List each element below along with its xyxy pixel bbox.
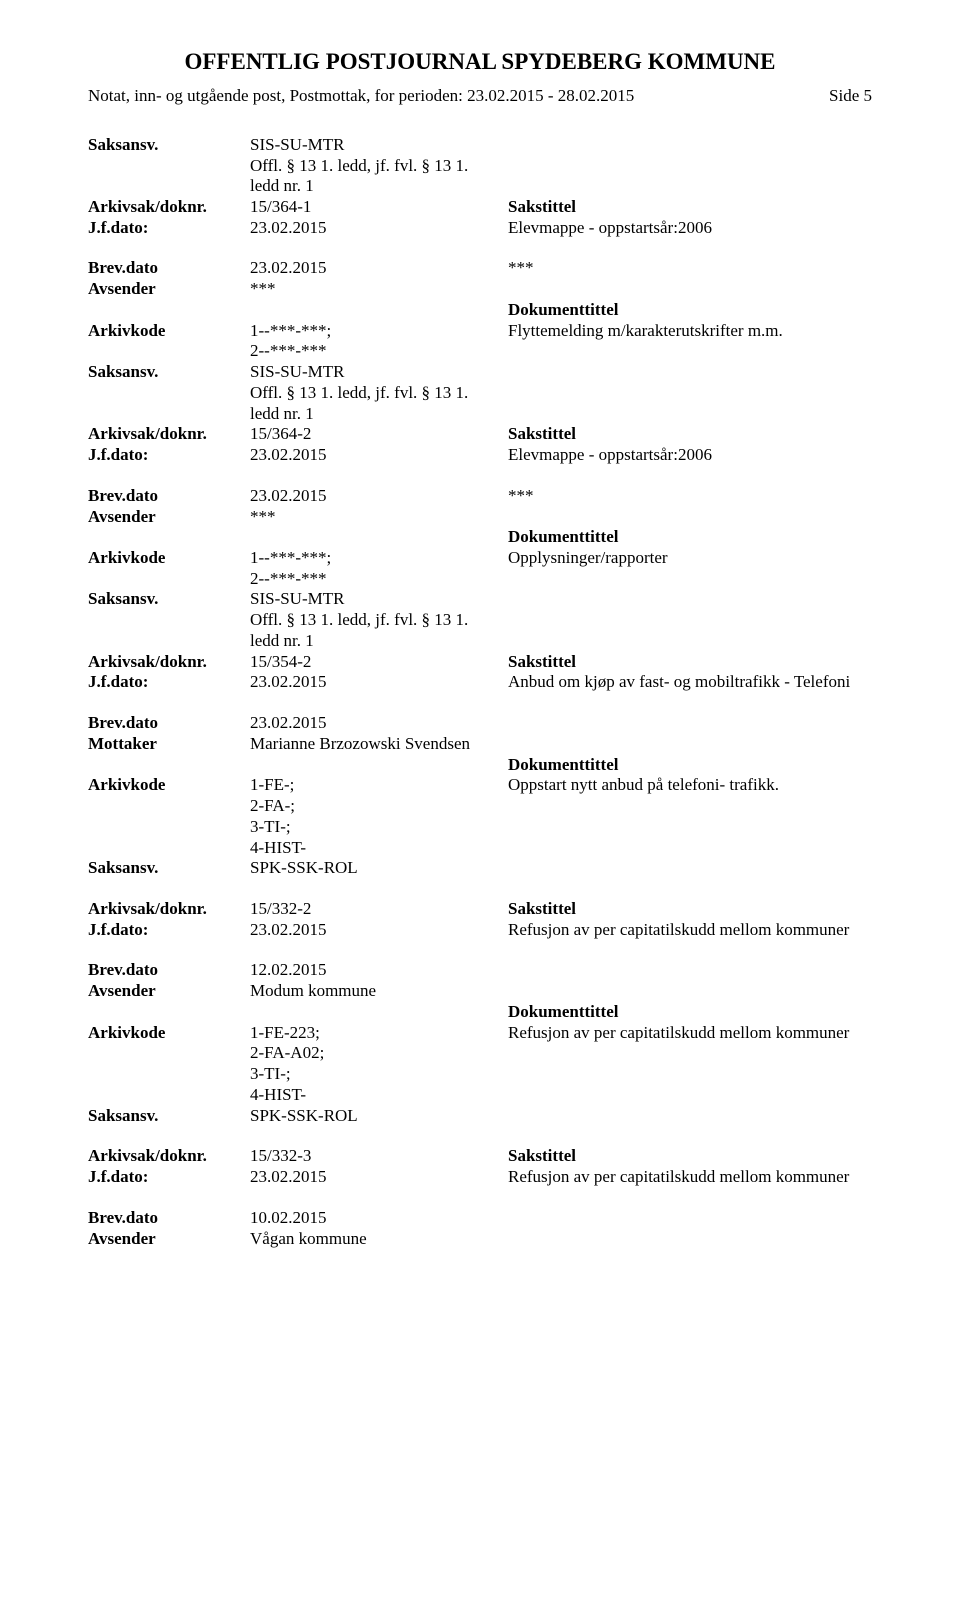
value-brevdato: 23.02.2015 bbox=[250, 258, 508, 279]
label-jfdato: J.f.dato: bbox=[88, 672, 250, 693]
label-brevdato: Brev.dato bbox=[88, 258, 250, 279]
value-saksansv: SPK-SSK-ROL bbox=[250, 858, 508, 879]
label-arkivkode: Arkivkode bbox=[88, 1023, 250, 1044]
record-block: Brev.dato 23.02.2015 Mottaker Marianne B… bbox=[88, 713, 872, 879]
label-saksansv: Saksansv. bbox=[88, 1106, 250, 1127]
value-saksansv: SPK-SSK-ROL bbox=[250, 1106, 508, 1127]
record-block: Brev.dato 23.02.2015 *** Avsender *** Do… bbox=[88, 258, 872, 465]
value-arkivkode: 1--***-***; 2--***-*** bbox=[250, 321, 508, 362]
label-avsender: Avsender bbox=[88, 507, 250, 528]
value-jfdato: 23.02.2015 bbox=[250, 672, 508, 693]
label-mottaker: Mottaker bbox=[88, 734, 250, 755]
value-brevdato: 23.02.2015 bbox=[250, 486, 508, 507]
label-arkivkode: Arkivkode bbox=[88, 775, 250, 796]
value-saksansv: SIS-SU-MTR Offl. § 13 1. ledd, jf. fvl. … bbox=[250, 589, 508, 651]
value-arkivkode-right: Oppstart nytt anbud på telefoni- trafikk… bbox=[508, 775, 872, 796]
page-number: Side 5 bbox=[829, 86, 872, 107]
label-dokumenttittel: Dokumenttittel bbox=[508, 300, 872, 321]
page-title: OFFENTLIG POSTJOURNAL SPYDEBERG KOMMUNE bbox=[88, 48, 872, 76]
label-jfdato: J.f.dato: bbox=[88, 445, 250, 466]
value-arkivkode-right: Flyttemelding m/karakterutskrifter m.m. bbox=[508, 321, 872, 342]
label-avsender: Avsender bbox=[88, 279, 250, 300]
label-avsender: Avsender bbox=[88, 1229, 250, 1250]
value-brevdato-right: *** bbox=[508, 486, 872, 507]
page-subhead: Notat, inn- og utgående post, Postmottak… bbox=[88, 86, 634, 107]
value-arkivkode: 1-FE-; 2-FA-; 3-TI-; 4-HIST- bbox=[250, 775, 508, 858]
value-brevdato-right: *** bbox=[508, 258, 872, 279]
label-brevdato: Brev.dato bbox=[88, 1208, 250, 1229]
value-arkivsak: 15/354-2 bbox=[250, 652, 508, 673]
label-saksansv: Saksansv. bbox=[88, 858, 250, 879]
label-arkivkode: Arkivkode bbox=[88, 321, 250, 342]
value-avsender: Modum kommune bbox=[250, 981, 508, 1002]
label-avsender: Avsender bbox=[88, 981, 250, 1002]
value-brevdato: 23.02.2015 bbox=[250, 713, 508, 734]
label-sakstittel: Sakstittel bbox=[508, 899, 872, 920]
value-jfdato: 23.02.2015 bbox=[250, 445, 508, 466]
value-arkivkode-right: Opplysninger/rapporter bbox=[508, 548, 872, 569]
value-arkivkode: 1-FE-223; 2-FA-A02; 3-TI-; 4-HIST- bbox=[250, 1023, 508, 1106]
label-arkivsak: Arkivsak/doknr. bbox=[88, 197, 250, 218]
label-jfdato: J.f.dato: bbox=[88, 920, 250, 941]
value-saksansv: SIS-SU-MTR Offl. § 13 1. ledd, jf. fvl. … bbox=[250, 135, 508, 197]
value-jfdato-right: Elevmappe - oppstartsår:2006 bbox=[508, 218, 872, 239]
label-brevdato: Brev.dato bbox=[88, 960, 250, 981]
label-arkivsak: Arkivsak/doknr. bbox=[88, 899, 250, 920]
value-arkivkode: 1--***-***; 2--***-*** bbox=[250, 548, 508, 589]
value-jfdato-right: Refusjon av per capitatilskudd mellom ko… bbox=[508, 1167, 872, 1188]
label-dokumenttittel: Dokumenttittel bbox=[508, 1002, 872, 1023]
label-sakstittel: Sakstittel bbox=[508, 1146, 872, 1167]
value-avsender: *** bbox=[250, 279, 508, 300]
value-saksansv: SIS-SU-MTR Offl. § 13 1. ledd, jf. fvl. … bbox=[250, 362, 508, 424]
label-dokumenttittel: Dokumenttittel bbox=[508, 527, 872, 548]
record-block: Arkivsak/doknr. 15/332-2 Sakstittel J.f.… bbox=[88, 899, 872, 940]
label-saksansv: Saksansv. bbox=[88, 135, 250, 156]
value-arkivsak: 15/332-2 bbox=[250, 899, 508, 920]
value-jfdato: 23.02.2015 bbox=[250, 1167, 508, 1188]
label-jfdato: J.f.dato: bbox=[88, 1167, 250, 1188]
label-arkivkode: Arkivkode bbox=[88, 548, 250, 569]
record-block: Brev.dato 10.02.2015 Avsender Vågan komm… bbox=[88, 1208, 872, 1249]
value-arkivsak: 15/364-1 bbox=[250, 197, 508, 218]
label-arkivsak: Arkivsak/doknr. bbox=[88, 1146, 250, 1167]
value-jfdato: 23.02.2015 bbox=[250, 218, 508, 239]
label-brevdato: Brev.dato bbox=[88, 486, 250, 507]
value-avsender: *** bbox=[250, 507, 508, 528]
label-sakstittel: Sakstittel bbox=[508, 197, 872, 218]
label-sakstittel: Sakstittel bbox=[508, 652, 872, 673]
value-jfdato-right: Refusjon av per capitatilskudd mellom ko… bbox=[508, 920, 872, 941]
value-arkivsak: 15/364-2 bbox=[250, 424, 508, 445]
label-dokumenttittel: Dokumenttittel bbox=[508, 755, 872, 776]
value-jfdato-right: Anbud om kjøp av fast- og mobiltrafikk -… bbox=[508, 672, 872, 693]
record-block: Brev.dato 12.02.2015 Avsender Modum komm… bbox=[88, 960, 872, 1126]
record-block: Arkivsak/doknr. 15/332-3 Sakstittel J.f.… bbox=[88, 1146, 872, 1187]
label-arkivsak: Arkivsak/doknr. bbox=[88, 652, 250, 673]
page-subhead-row: Notat, inn- og utgående post, Postmottak… bbox=[88, 86, 872, 107]
label-jfdato: J.f.dato: bbox=[88, 218, 250, 239]
label-sakstittel: Sakstittel bbox=[508, 424, 872, 445]
value-arkivkode-right: Refusjon av per capitatilskudd mellom ko… bbox=[508, 1023, 872, 1044]
label-arkivsak: Arkivsak/doknr. bbox=[88, 424, 250, 445]
label-saksansv: Saksansv. bbox=[88, 589, 250, 610]
value-jfdato-right: Elevmappe - oppstartsår:2006 bbox=[508, 445, 872, 466]
record-block: Saksansv. SIS-SU-MTR Offl. § 13 1. ledd,… bbox=[88, 135, 872, 239]
label-brevdato: Brev.dato bbox=[88, 713, 250, 734]
record-block: Brev.dato 23.02.2015 *** Avsender *** Do… bbox=[88, 486, 872, 693]
label-saksansv: Saksansv. bbox=[88, 362, 250, 383]
value-jfdato: 23.02.2015 bbox=[250, 920, 508, 941]
value-avsender: Vågan kommune bbox=[250, 1229, 508, 1250]
value-brevdato: 10.02.2015 bbox=[250, 1208, 508, 1229]
value-mottaker: Marianne Brzozowski Svendsen bbox=[250, 734, 508, 755]
value-arkivsak: 15/332-3 bbox=[250, 1146, 508, 1167]
value-brevdato: 12.02.2015 bbox=[250, 960, 508, 981]
